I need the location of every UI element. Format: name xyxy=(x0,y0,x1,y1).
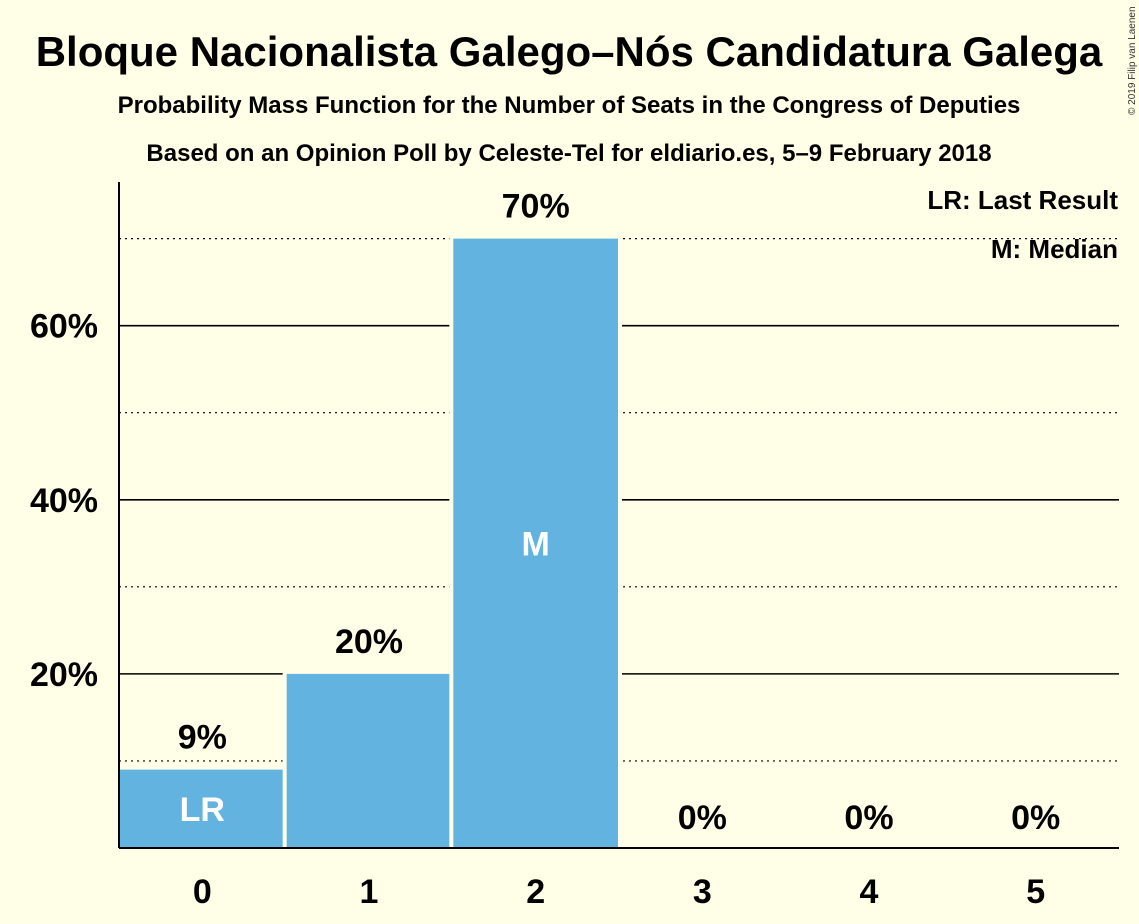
chart-subtitle-1: Probability Mass Function for the Number… xyxy=(118,92,1021,119)
x-tick-label: 3 xyxy=(693,873,712,911)
bar-value-label: 0% xyxy=(844,799,893,837)
x-tick-label: 5 xyxy=(1026,873,1045,911)
chart-subtitle-2: Based on an Opinion Poll by Celeste-Tel … xyxy=(146,140,991,167)
bar-value-label: 0% xyxy=(678,799,727,837)
legend-median: M: Median xyxy=(991,234,1118,264)
x-tick-label: 2 xyxy=(526,873,545,911)
x-tick-label: 1 xyxy=(360,873,379,911)
y-axis-ticks: 20% 40% 60% xyxy=(30,308,98,694)
bars xyxy=(116,234,622,848)
bar-value-label: 20% xyxy=(335,623,403,661)
bar-marker-label: LR xyxy=(180,791,225,829)
bar-value-label: 70% xyxy=(502,188,570,226)
bar xyxy=(120,769,285,848)
copyright-notice: © 2019 Filip van Laenen xyxy=(1127,6,1138,115)
chart-title: Bloque Nacionalista Galego–Nós Candidatu… xyxy=(36,28,1103,75)
bar-value-label: 0% xyxy=(1011,799,1060,837)
bar-value-label: 9% xyxy=(178,719,227,757)
y-tick-label: 20% xyxy=(30,656,98,694)
x-tick-label: 0 xyxy=(193,873,212,911)
x-tick-label: 4 xyxy=(860,873,879,911)
bar xyxy=(286,673,452,848)
y-tick-label: 40% xyxy=(30,482,98,520)
x-axis-ticks: 0 1 2 3 4 5 xyxy=(193,873,1045,911)
y-tick-label: 60% xyxy=(30,308,98,346)
legend-last-result: LR: Last Result xyxy=(927,185,1118,215)
bar-labels: 9% LR 20% 70% M 0% 0% 0% xyxy=(178,188,1060,837)
bar xyxy=(453,238,618,848)
bar-marker-label: M xyxy=(522,525,550,563)
